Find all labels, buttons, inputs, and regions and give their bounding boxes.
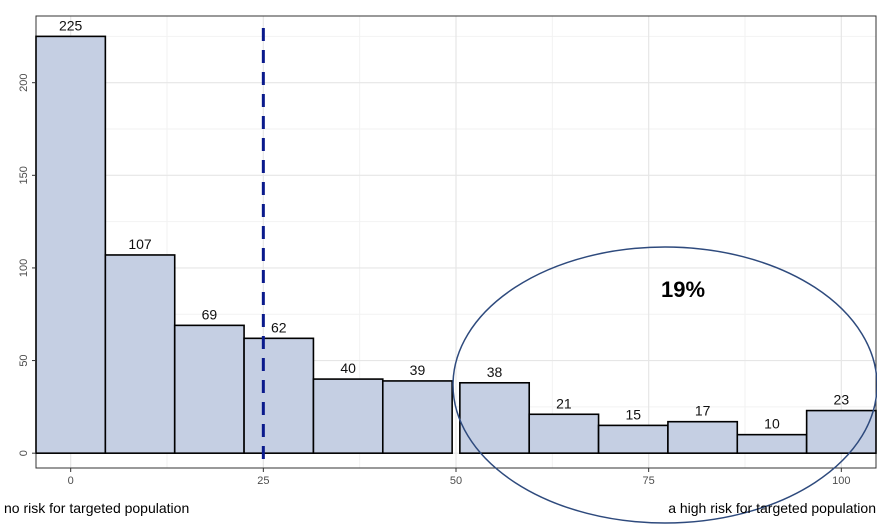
- bar-data-label: 23: [834, 392, 850, 408]
- y-tick-label: 100: [18, 259, 30, 277]
- bar-data-label: 69: [202, 306, 218, 322]
- x-caption-right: a high risk for targeted population: [668, 500, 876, 516]
- x-tick-label: 100: [832, 475, 850, 487]
- bar-data-label: 15: [625, 406, 641, 422]
- bar-data-label: 39: [410, 362, 426, 378]
- bar-data-label: 10: [764, 416, 780, 432]
- y-tick-label: 150: [18, 166, 30, 184]
- bar-data-label: 225: [59, 17, 83, 33]
- histogram-bar: [243, 337, 315, 454]
- x-tick-label: 0: [68, 475, 74, 487]
- histogram-bar: [805, 409, 877, 454]
- histogram-bar: [312, 378, 384, 454]
- histogram-bar: [173, 324, 245, 454]
- histogram-bar: [528, 413, 600, 454]
- histogram-bar: [459, 381, 531, 454]
- bar-data-label: 40: [340, 360, 356, 376]
- histogram-bar: [104, 254, 176, 454]
- annotation-ellipse: [452, 246, 877, 524]
- bar-data-label: 62: [271, 319, 287, 335]
- annotation-text: 19%: [661, 277, 705, 302]
- histogram-bar: [736, 433, 808, 454]
- histogram-bar: [597, 424, 669, 454]
- x-caption-left: no risk for targeted population: [4, 500, 189, 516]
- bar-data-label: 38: [487, 364, 503, 380]
- y-tick-label: 0: [18, 450, 30, 456]
- bars-layer: [35, 35, 877, 454]
- bar-data-label: 17: [695, 403, 711, 419]
- bar-data-label: 21: [556, 395, 572, 411]
- x-tick-label: 50: [450, 475, 462, 487]
- bar-data-label: 107: [128, 236, 152, 252]
- histogram-bar: [381, 380, 453, 454]
- y-tick-label: 50: [18, 354, 30, 366]
- axis-layer: 0 50 100 150 200 0 25 50 75 100: [18, 74, 851, 487]
- x-tick-label: 75: [643, 475, 655, 487]
- x-tick-label: 25: [257, 475, 269, 487]
- y-tick-label: 200: [18, 74, 30, 92]
- histogram-bar: [35, 35, 107, 454]
- histogram-bar: [667, 420, 739, 454]
- data-labels-layer: 225 107 69 62 40 39 38 21 15 17 10 23: [59, 17, 849, 431]
